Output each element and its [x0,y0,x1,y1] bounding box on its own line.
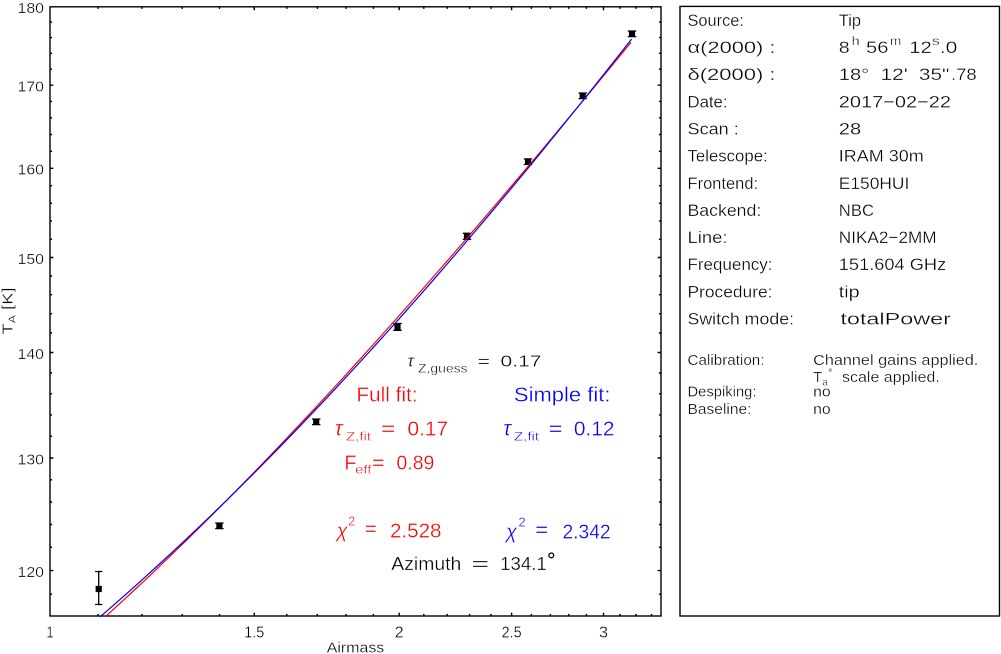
svg-text:Azimuth: Azimuth [391,553,461,574]
svg-text:170: 170 [18,80,45,96]
svg-text:Scan :: Scan : [688,120,739,139]
svg-text:Z,guess: Z,guess [418,364,468,376]
svg-text:28: 28 [839,120,861,139]
svg-text:F: F [344,452,356,474]
svg-text:0.12: 0.12 [574,418,615,440]
svg-text:Airmass: Airmass [327,639,385,654]
svg-text:Channel gains applied.: Channel gains applied. [813,352,978,369]
svg-text:Date:: Date: [688,92,728,111]
svg-text:2017−02−22: 2017−02−22 [839,92,951,111]
svg-text:140: 140 [18,347,45,363]
svg-text:τ: τ [408,352,416,371]
svg-text:Frequency:: Frequency: [688,255,773,274]
svg-text:.0: .0 [940,38,958,57]
svg-text:Backend:: Backend: [688,201,762,220]
svg-text:2.528: 2.528 [390,521,442,543]
svg-text:Full fit:: Full fit: [356,384,417,406]
svg-text:35": 35" [919,65,950,84]
svg-text:0.17: 0.17 [501,354,542,371]
svg-text:m: m [890,36,901,48]
svg-text:180: 180 [18,1,45,17]
svg-text:s: s [932,36,940,48]
svg-text:χ: χ [504,522,518,544]
svg-text:1.5: 1.5 [244,624,264,641]
svg-text:18°: 18° [839,65,869,84]
svg-text:no: no [813,383,831,400]
svg-text:scale applied.: scale applied. [842,369,940,386]
svg-text:Switch mode:: Switch mode: [688,310,795,329]
svg-text:tip: tip [839,282,860,301]
svg-text:=: = [478,354,491,371]
svg-text:134.1: 134.1 [500,553,547,574]
svg-text:12': 12' [881,65,908,84]
svg-text:160: 160 [18,163,45,179]
svg-text:IRAM 30m: IRAM 30m [839,147,924,166]
svg-text:2: 2 [348,514,355,529]
svg-text:NBC: NBC [839,201,874,220]
svg-text:Line:: Line: [688,228,728,247]
svg-text:Despiking:: Despiking: [688,383,757,400]
svg-text:Calibration:: Calibration: [688,352,765,369]
svg-text:12: 12 [909,38,932,57]
svg-text:.78: .78 [951,65,977,84]
svg-text:3: 3 [599,624,608,641]
svg-text:1: 1 [47,624,54,641]
svg-text:Tip: Tip [839,11,861,30]
svg-text:Procedure:: Procedure: [688,282,773,301]
svg-text:Source:: Source: [688,11,744,30]
svg-text:TA [K]: TA [K] [1,288,19,335]
svg-text:χ: χ [335,521,349,543]
svg-text:E150HUI: E150HUI [839,174,910,193]
svg-text:h: h [852,36,860,48]
svg-text:α(2000) :: α(2000) : [688,38,776,57]
svg-text:2.342: 2.342 [563,522,611,544]
svg-text:=: = [549,418,563,440]
svg-text:=: = [365,519,377,541]
svg-text:eff: eff [355,463,372,477]
svg-text:150: 150 [18,252,45,268]
svg-text:2: 2 [518,515,525,530]
svg-text:0.17: 0.17 [408,418,449,440]
svg-text:Simple fit:: Simple fit: [514,384,611,406]
svg-text:Telescope:: Telescope: [688,147,768,166]
svg-text:56: 56 [866,38,889,57]
svg-text:Z,fit: Z,fit [346,430,372,444]
svg-text:NIKA2−2MM: NIKA2−2MM [839,228,937,247]
svg-text:Frontend:: Frontend: [688,174,759,193]
svg-text:Baseline:: Baseline: [688,401,752,418]
svg-text:8: 8 [839,38,850,57]
svg-text:130: 130 [18,452,45,468]
svg-text:=: = [381,418,396,440]
svg-text:τ: τ [503,417,512,440]
svg-text:=: = [372,452,385,474]
svg-text:Ta*: Ta* [813,365,833,388]
svg-text:τ: τ [335,417,344,440]
svg-text:120: 120 [18,565,45,581]
svg-text:2.5: 2.5 [502,624,522,641]
svg-text:totalPower: totalPower [840,310,951,329]
svg-text:=: = [535,520,548,542]
svg-text:δ(2000) :: δ(2000) : [688,65,776,84]
svg-text:2: 2 [395,624,404,641]
svg-text:151.604 GHz: 151.604 GHz [839,255,946,274]
svg-text:0.89: 0.89 [397,452,435,474]
svg-text:no: no [813,401,831,418]
svg-text:Z,fit: Z,fit [514,430,540,444]
svg-text:=: = [471,553,489,574]
